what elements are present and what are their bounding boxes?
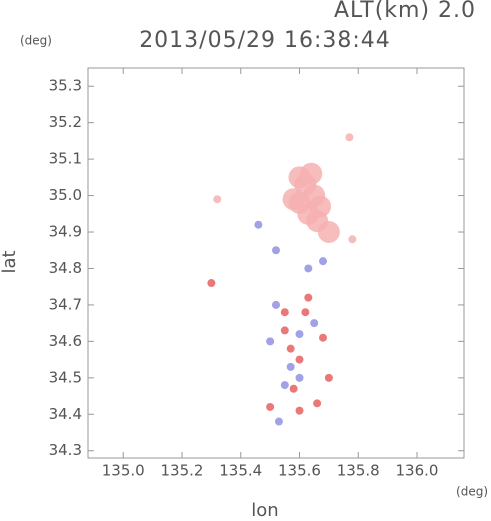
- x-tick-label: 135.6: [278, 462, 321, 480]
- echo-point: [295, 355, 304, 364]
- y-axis-title: lat: [0, 250, 20, 273]
- x-axis-title: lon: [251, 500, 278, 521]
- echo-point: [274, 417, 283, 426]
- echo-point: [310, 319, 319, 328]
- echo-point: [304, 293, 313, 302]
- echo-point: [280, 308, 289, 317]
- echo-point: [301, 308, 310, 317]
- y-tick-label: 34.8: [49, 259, 82, 277]
- plot-frame: [87, 67, 465, 459]
- y-unit: (deg): [20, 34, 52, 48]
- echo-point: [282, 188, 305, 211]
- echo-point: [272, 300, 280, 309]
- y-tick-label: 34.6: [49, 332, 82, 350]
- x-unit: (deg): [456, 485, 488, 499]
- echo-point: [266, 402, 275, 411]
- echo-point: [304, 264, 313, 273]
- echo-point: [295, 330, 304, 339]
- echo-point: [324, 373, 333, 382]
- y-tick-label: 35.1: [49, 150, 82, 168]
- y-tick-label: 34.9: [49, 223, 82, 241]
- echo-point: [295, 373, 304, 382]
- y-tick-label: 35.2: [49, 113, 82, 131]
- chart-title: 2013/05/29 16:38:44: [139, 28, 391, 53]
- echo-point: [272, 246, 280, 255]
- echo-point: [295, 406, 304, 415]
- echo-point: [345, 133, 354, 142]
- altitude-label: ALT(km) 2.0: [334, 0, 476, 23]
- x-tick-label: 135.2: [161, 462, 204, 480]
- y-tick-label: 34.7: [49, 295, 82, 313]
- echo-point: [280, 381, 289, 390]
- echo-point: [213, 195, 222, 204]
- x-tick-label: 135.8: [337, 462, 380, 480]
- y-tick-label: 34.4: [49, 405, 82, 423]
- y-tick-label: 35.3: [49, 77, 82, 95]
- echo-point: [348, 235, 357, 244]
- echo-point: [317, 221, 340, 244]
- echo-point: [289, 384, 298, 393]
- echo-point: [266, 337, 275, 346]
- echo-point: [280, 326, 289, 335]
- echo-point: [286, 362, 295, 371]
- echo-point: [207, 279, 216, 288]
- x-tick-label: 135.4: [219, 462, 262, 480]
- echo-point: [300, 162, 323, 185]
- echo-point: [313, 399, 322, 408]
- echo-point: [309, 195, 332, 218]
- echo-point: [319, 257, 327, 266]
- y-tick-label: 35.0: [49, 186, 82, 204]
- echo-point: [254, 220, 263, 229]
- echo-point: [319, 333, 327, 342]
- y-tick-label: 34.3: [49, 441, 82, 459]
- x-tick-label: 135.0: [102, 462, 145, 480]
- x-tick-label: 136.0: [396, 462, 439, 480]
- echo-point: [286, 344, 295, 353]
- y-tick-label: 34.5: [49, 368, 82, 386]
